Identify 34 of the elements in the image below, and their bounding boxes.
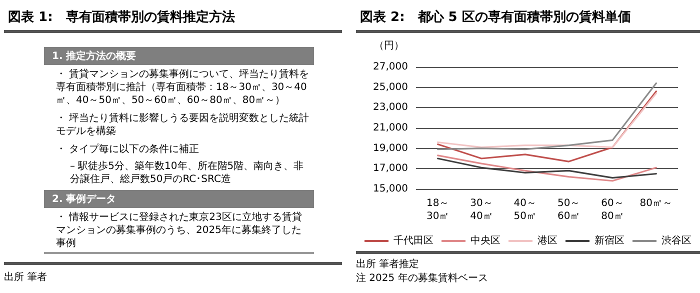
- text: ・ 坪当たり賃料に影響しうる要因を説明変数とした統計モデルを構築: [55, 112, 310, 139]
- y-tick-label: 23,000: [373, 102, 408, 114]
- text: ・ タイプ毎に以下の条件に補正: [55, 142, 200, 157]
- text: 図表 1: 専有面積帯別の賃料推定方法: [4, 0, 342, 33]
- y-tick-label: 15,000: [373, 184, 408, 194]
- x-tick-label: 50～ 60㎡: [557, 198, 580, 222]
- text: 注 2025 年の募集賃料ベース: [356, 272, 489, 286]
- y-tick-label: 27,000: [373, 62, 408, 72]
- chart-title: 図表 2: 都心 5 区の専有面積帯別の賃料単価: [356, 0, 700, 33]
- legend-label: 中央区: [470, 234, 500, 246]
- text: ・ 情報サービスに登録された東京23区に立地する賃貸マンションの募集事例のうち、2025年に募集終了した事例: [55, 210, 303, 251]
- text: 出所 筆者: [4, 262, 342, 284]
- y-axis-title: （円）: [374, 40, 404, 52]
- y-tick-label: 17,000: [373, 163, 408, 174]
- legend-label: 港区: [538, 234, 558, 246]
- legend-label: 新宿区: [594, 234, 624, 246]
- x-tick-label: 60～ 80㎡: [601, 198, 624, 222]
- text: ・ 賃貸マンションの募集事例について、坪当たり賃料を専有面積帯別に推計（専有面積帯：18～30㎡、30～40㎡、40～50㎡、50～60㎡、60～80㎡、80㎡～）: [55, 68, 310, 108]
- legend-label: 千代田区: [394, 234, 434, 246]
- text: 1. 推定方法の概要: [44, 47, 314, 65]
- text: 2. 事例データ: [44, 190, 314, 208]
- text: – 駅徒歩5分、築年数10年、所在階5階、南向き、非分譲住戸、総戸数50戸のRC･SRC造: [69, 160, 305, 187]
- line-series: [437, 90, 657, 162]
- y-tick-label: 25,000: [373, 82, 408, 93]
- x-tick-label: 18～ 30㎡: [426, 198, 450, 222]
- y-tick-label: 21,000: [373, 122, 408, 134]
- legend-label: 渋谷区: [662, 234, 692, 246]
- x-tick-label: 40～ 50㎡: [514, 198, 537, 222]
- line-series: [437, 82, 657, 150]
- text: 出所 筆者推定: [356, 258, 420, 272]
- x-tick-label: 30～ 40㎡: [470, 198, 493, 222]
- y-tick-label: 19,000: [373, 142, 408, 154]
- line-series: [437, 92, 657, 148]
- x-tick-label: 80㎡～: [640, 198, 673, 209]
